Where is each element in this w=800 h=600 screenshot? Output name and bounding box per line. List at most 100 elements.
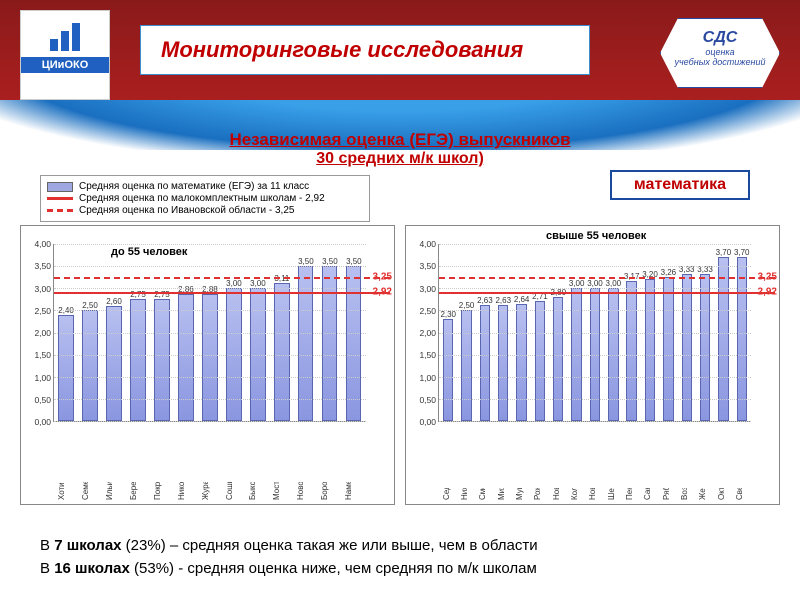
bar: [626, 281, 636, 421]
gridline: [54, 421, 366, 422]
page-title-card: Мониторинговые исследования: [140, 25, 590, 75]
bar: [461, 310, 471, 421]
bar: [498, 305, 508, 421]
gridline: [54, 288, 366, 289]
y-axis-label: 2,00: [410, 328, 436, 338]
gridline: [54, 333, 366, 334]
gridline: [54, 266, 366, 267]
y-axis-label: 1,00: [25, 373, 51, 383]
bar: [322, 266, 337, 421]
y-axis-label: 0,00: [410, 417, 436, 427]
gridline: [439, 355, 751, 356]
y-axis-label: 4,00: [410, 239, 436, 249]
bar: [58, 315, 73, 421]
y-axis-label: 3,50: [25, 261, 51, 271]
ref-line-solid: [54, 292, 390, 294]
ref-line-dash: [54, 277, 390, 279]
y-axis-label: 0,50: [410, 395, 436, 405]
ref-line-dash: [439, 277, 775, 279]
bar-value-label: 3,00: [569, 279, 585, 288]
charts-container: до 55 человек 2,402,502,602,752,752,862,…: [20, 225, 780, 505]
subtitle-line1: Независимая оценка (ЕГЭ) выпускников: [140, 130, 660, 150]
bar: [346, 266, 361, 421]
gridline: [439, 310, 751, 311]
bar: [130, 299, 145, 421]
bar-value-label: 3,70: [716, 248, 732, 257]
logo-bars-icon: [21, 21, 109, 51]
gridline: [54, 355, 366, 356]
chart-upto55: до 55 человек 2,402,502,602,752,752,862,…: [20, 225, 395, 505]
x-axis-label: Светдоговская: [735, 488, 800, 500]
logo-caption: ЦИиОКО: [21, 57, 109, 73]
bar: [202, 294, 217, 421]
gridline: [439, 399, 751, 400]
bar-value-label: 3,50: [322, 257, 338, 266]
subtitle-line2: 30 средних м/к школ): [140, 150, 660, 168]
chart2-plot: 2,302,502,632,632,642,712,803,003,003,00…: [438, 244, 751, 422]
footer-line1: В 7 школах (23%) – средняя оценка такая …: [40, 535, 760, 558]
bar-value-label: 3,00: [587, 279, 603, 288]
bar-value-label: 2,64: [514, 295, 530, 304]
bar-value-label: 2,50: [82, 301, 98, 310]
legend-swatch-bar: [47, 182, 73, 192]
bar: [274, 283, 289, 421]
y-axis-label: 0,00: [25, 417, 51, 427]
bar-value-label: 2,60: [106, 297, 122, 306]
bar: [178, 294, 193, 421]
chart1-plot: 2,402,502,602,752,752,862,883,003,003,11…: [53, 244, 366, 422]
footer: В 7 школах (23%) – средняя оценка такая …: [40, 535, 760, 580]
y-axis-label: 2,00: [25, 328, 51, 338]
legend: Средняя оценка по математике (ЕГЭ) за 11…: [40, 175, 370, 222]
legend-swatch-dash: [47, 209, 73, 212]
ref-line-solid: [439, 292, 775, 294]
page-title: Мониторинговые исследования: [161, 37, 523, 63]
bar: [535, 301, 545, 421]
bar-value-label: 2,50: [459, 301, 475, 310]
gridline: [54, 310, 366, 311]
y-axis-label: 1,50: [25, 350, 51, 360]
stamp-line2: оценка: [661, 47, 779, 57]
y-axis-label: 3,50: [410, 261, 436, 271]
bar-value-label: 2,63: [495, 296, 511, 305]
gridline: [439, 421, 751, 422]
y-axis-label: 1,50: [410, 350, 436, 360]
bar-value-label: 3,00: [606, 279, 622, 288]
stamp-line1: СДС: [661, 29, 779, 47]
y-axis-label: 4,00: [25, 239, 51, 249]
bar: [480, 305, 490, 421]
bar: [82, 310, 97, 421]
bar: [106, 306, 121, 421]
chart2-xlabels: СедельнинскаяНижнеландровскаяСмотинейска…: [438, 424, 751, 502]
gridline: [54, 399, 366, 400]
bar: [516, 304, 526, 421]
y-axis-label: 0,50: [25, 395, 51, 405]
chart1-xlabels: ХотимльскаяСеменовскаяИльинскаяБерезницк…: [53, 424, 366, 502]
y-axis-label: 2,50: [25, 306, 51, 316]
y-axis-label: 2,50: [410, 306, 436, 316]
chart-over55: свыше 55 человек 2,302,502,632,632,642,7…: [405, 225, 780, 505]
gridline: [439, 288, 751, 289]
gridline: [54, 377, 366, 378]
ref-label-solid: 2,92: [373, 286, 392, 297]
footer-line2: В 16 школах (53%) - средняя оценка ниже,…: [40, 558, 760, 581]
bar: [298, 266, 313, 421]
legend-dash-label: Средняя оценка по Ивановской области - 3…: [79, 205, 294, 216]
bar: [154, 299, 169, 421]
ref-label-dash: 3,25: [373, 272, 392, 283]
y-axis-label: 3,00: [25, 284, 51, 294]
bar-value-label: 3,00: [250, 279, 266, 288]
bar-value-label: 3,00: [226, 279, 242, 288]
gridline: [439, 244, 751, 245]
legend-bar-label: Средняя оценка по математике (ЕГЭ) за 11…: [79, 181, 309, 192]
gridline: [439, 333, 751, 334]
bar: [737, 257, 747, 421]
bar: [553, 297, 563, 421]
ref-label-dash: 3,25: [758, 272, 777, 283]
subtitle: Независимая оценка (ЕГЭ) выпускников 30 …: [140, 130, 660, 168]
subject-box: математика: [610, 170, 750, 200]
gridline: [54, 244, 366, 245]
bar: [718, 257, 728, 421]
bar: [443, 319, 453, 421]
gridline: [439, 266, 751, 267]
bar-value-label: 2,30: [440, 310, 456, 319]
